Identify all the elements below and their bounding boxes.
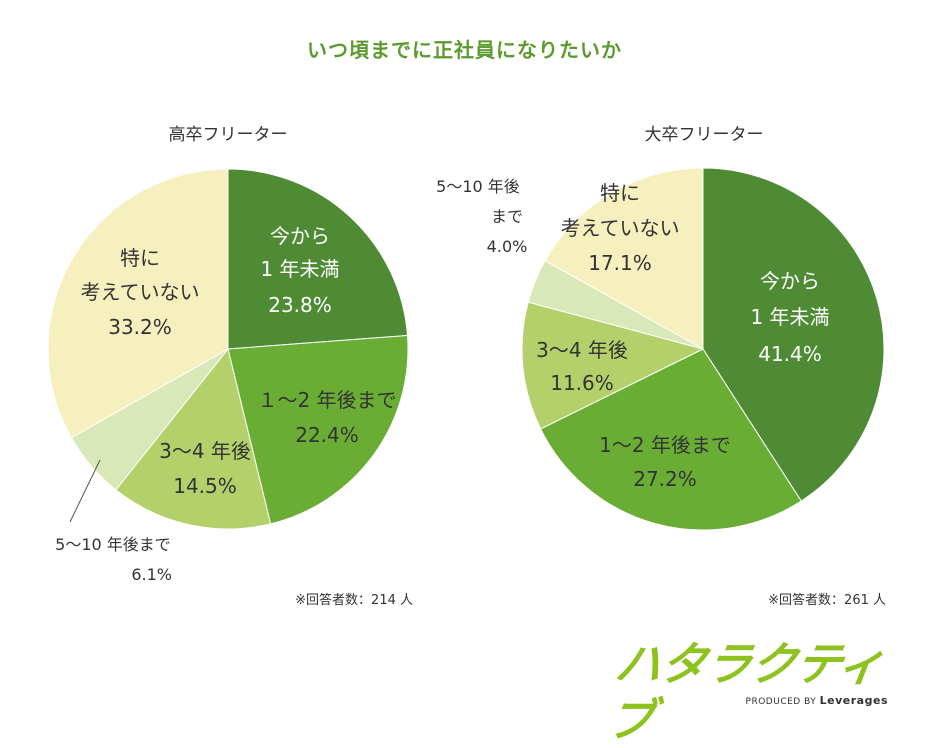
label-left-3: 5〜10 年後まで 6.1% bbox=[55, 535, 172, 584]
label-right-1: 1〜2 年後まで 27.2% bbox=[599, 433, 731, 491]
svg-text:1 年未満: 1 年未満 bbox=[750, 305, 829, 329]
svg-text:14.5%: 14.5% bbox=[173, 474, 237, 498]
svg-text:41.4%: 41.4% bbox=[758, 342, 822, 366]
note-left: ※回答者数：214 人 bbox=[295, 592, 413, 608]
pie-slice-right-4 bbox=[544, 167, 704, 350]
svg-text:特に: 特に bbox=[600, 181, 640, 205]
label-right-4: 特に 考えていない 17.1% bbox=[561, 181, 680, 275]
label-left-4: 特に 考えていない 33.2% bbox=[81, 246, 200, 339]
pie-charts: 高卒フリーター 今から 1 年未満 23.8% １〜2 年後まで 22.4% 3… bbox=[47, 125, 886, 608]
svg-text:23.8%: 23.8% bbox=[268, 293, 332, 317]
logo-produced-by: PRODUCED BY Leverages bbox=[745, 694, 888, 707]
label-right-3: 5〜10 年後 まで 4.0% bbox=[436, 177, 527, 256]
svg-text:今から: 今から bbox=[270, 224, 330, 248]
label-right-0: 今から 1 年未満 41.4% bbox=[750, 269, 829, 366]
svg-text:1 年未満: 1 年未満 bbox=[260, 257, 339, 281]
pie-slice-left-0 bbox=[227, 168, 409, 350]
chart-title-left: 高卒フリーター bbox=[169, 125, 288, 145]
svg-text:27.2%: 27.2% bbox=[633, 467, 697, 491]
svg-text:3〜4 年後: 3〜4 年後 bbox=[159, 439, 251, 463]
label-left-0: 今から 1 年未満 23.8% bbox=[260, 224, 339, 317]
pie-slice-right-1 bbox=[539, 348, 802, 531]
pie-right bbox=[521, 167, 885, 531]
svg-text:3〜4 年後: 3〜4 年後 bbox=[536, 338, 628, 362]
brand-logo: ハタラクティブ PRODUCED BY Leverages bbox=[604, 636, 888, 747]
label-right-2: 3〜4 年後 11.6% bbox=[536, 338, 628, 395]
pie-slice-left-4 bbox=[47, 168, 229, 439]
svg-text:17.1%: 17.1% bbox=[588, 251, 652, 275]
label-left-2: 3〜4 年後 14.5% bbox=[159, 439, 251, 498]
svg-text:考えていない: 考えていない bbox=[81, 280, 200, 304]
svg-text:まで: まで bbox=[491, 207, 523, 226]
svg-text:考えていない: 考えていない bbox=[561, 216, 680, 240]
svg-text:22.4%: 22.4% bbox=[295, 423, 359, 447]
svg-text:１〜2 年後まで: １〜2 年後まで bbox=[257, 388, 396, 412]
pie-slice-left-2 bbox=[115, 347, 272, 530]
svg-text:5〜10 年後: 5〜10 年後 bbox=[436, 177, 520, 196]
svg-text:今から: 今から bbox=[760, 269, 820, 293]
svg-text:11.6%: 11.6% bbox=[550, 371, 614, 395]
svg-text:1〜2 年後まで: 1〜2 年後まで bbox=[599, 433, 731, 457]
page-title: いつ頃までに正社員になりたいか bbox=[307, 38, 622, 62]
svg-text:33.2%: 33.2% bbox=[108, 315, 172, 339]
note-right: ※回答者数：261 人 bbox=[768, 592, 886, 608]
pie-slice-right-0 bbox=[702, 167, 885, 502]
svg-text:特に: 特に bbox=[120, 246, 160, 270]
pie-left bbox=[47, 168, 409, 530]
chart-title-right: 大卒フリーター bbox=[645, 125, 764, 145]
svg-text:6.1%: 6.1% bbox=[131, 565, 172, 584]
leader-line-left bbox=[69, 459, 101, 523]
label-left-1: １〜2 年後まで 22.4% bbox=[257, 388, 396, 447]
logo-wordmark: ハタラクティブ bbox=[604, 637, 887, 747]
svg-text:4.0%: 4.0% bbox=[487, 237, 528, 256]
pie-slice-left-1 bbox=[227, 334, 409, 525]
svg-text:5〜10 年後まで: 5〜10 年後まで bbox=[55, 535, 171, 554]
pie-slice-right-2 bbox=[521, 301, 705, 430]
